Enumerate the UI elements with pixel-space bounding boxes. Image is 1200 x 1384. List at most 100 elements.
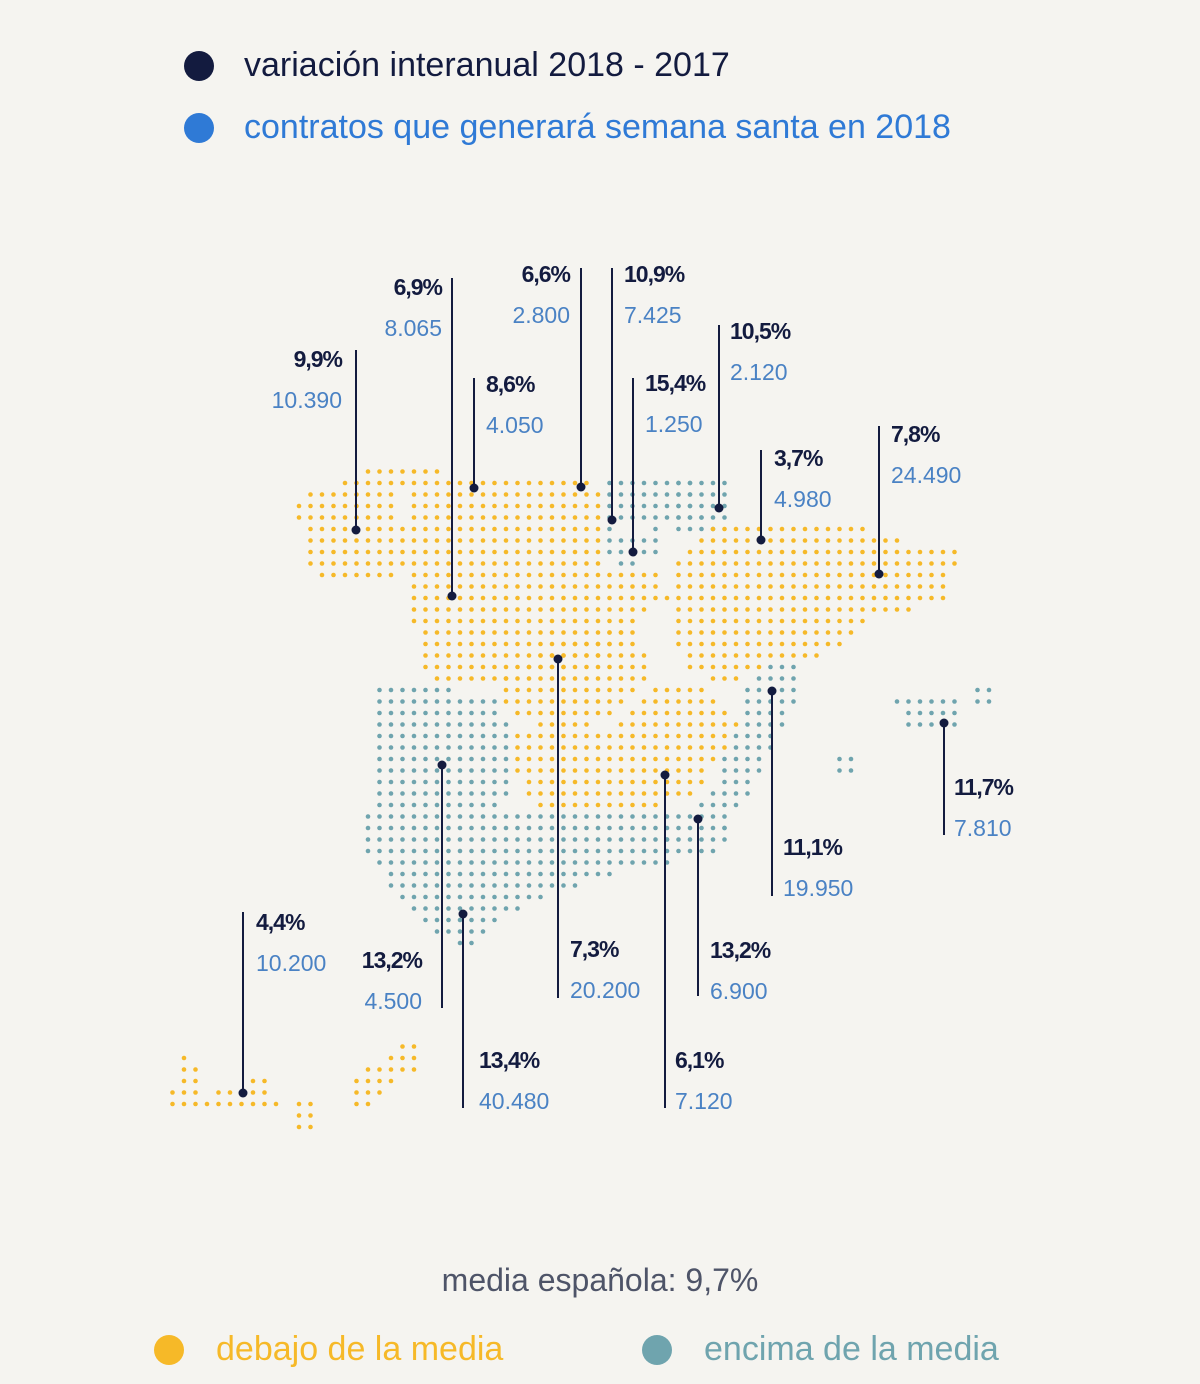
castilla-leon-dot: [526, 630, 532, 635]
andalucia-dot: [538, 848, 543, 854]
castilla-leon-dot: [630, 595, 635, 601]
castilla-leon-dot: [411, 549, 417, 555]
andalucia-dot: [446, 860, 451, 865]
comunidad-valenciana-dot: [722, 779, 727, 785]
murcia-dot: [710, 825, 716, 831]
castilla-leon-variation-label: 6,9%: [394, 274, 443, 300]
aragon-dot: [745, 526, 750, 532]
castilla-la-mancha-dot: [630, 745, 635, 750]
andalucia-dot: [411, 894, 417, 900]
castilla-leon-dot: [641, 595, 647, 601]
andalucia-dot: [480, 906, 486, 911]
andalucia-dot: [492, 906, 497, 911]
castilla-la-mancha-dot: [653, 802, 658, 808]
galicia-dot: [331, 549, 336, 555]
andalucia-dot: [365, 848, 371, 854]
comunidad-valenciana-dot: [722, 768, 727, 773]
galicia-dot: [400, 561, 405, 566]
aragon-dot: [745, 664, 750, 670]
andalucia-dot: [480, 883, 486, 888]
cataluna-dot: [814, 641, 819, 647]
andalucia-dot: [595, 825, 601, 831]
extremadura-dot: [400, 768, 405, 773]
aragon-dot: [779, 653, 785, 658]
castilla-leon-dot: [434, 641, 440, 647]
castilla-leon-dot: [503, 630, 509, 635]
navarra-anchor-dot: [714, 503, 724, 513]
castilla-leon-dot: [607, 595, 612, 601]
extremadura-dot: [469, 768, 474, 773]
andalucia-dot: [549, 883, 555, 888]
murcia-dot: [676, 825, 681, 831]
castilla-la-mancha-dot: [572, 802, 578, 808]
aragon-dot: [745, 607, 750, 612]
cantabria-dot: [572, 492, 578, 497]
navarra-dot: [699, 480, 704, 486]
murcia-variation-label: 13,2%: [710, 937, 771, 963]
madrid-dot: [595, 687, 601, 693]
galicia-dot: [388, 538, 394, 543]
castilla-leon-dot: [411, 572, 417, 578]
andalucia-dot: [377, 837, 382, 842]
aragon-dot: [722, 607, 727, 612]
extremadura-dot: [480, 722, 486, 727]
aragon-dot: [756, 561, 762, 566]
castilla-la-mancha-dot: [687, 791, 693, 796]
aragon-dot: [791, 641, 796, 647]
castilla-la-mancha-dot: [699, 756, 704, 762]
madrid-dot: [584, 710, 589, 716]
comunidad-valenciana-dot: [733, 779, 739, 785]
aragon-dot: [779, 561, 785, 566]
extremadura-dot: [469, 722, 474, 727]
extremadura-dot: [400, 802, 405, 808]
cataluna-dot: [837, 584, 842, 589]
aragon-dot: [768, 641, 773, 647]
region-callouts: 9,9% 10.390 6,9% 8.065 8,6% 4.050 6,6% 2.800 10,…: [238, 261, 1014, 1114]
cataluna-dot: [860, 572, 865, 578]
andalucia-dot: [423, 883, 428, 888]
comunidad-valenciana-dot: [756, 768, 762, 773]
galicia-dot: [377, 549, 382, 555]
andalucia-dot: [584, 860, 589, 865]
castilla-leon-dot: [561, 584, 566, 589]
castilla-leon-dot: [584, 630, 589, 635]
castilla-leon-dot: [457, 630, 463, 635]
canarias-dot: [400, 1067, 405, 1072]
baleares-variation-label: 11,7%: [954, 774, 1013, 800]
galicia-dot: [377, 480, 382, 486]
extremadura-dot: [469, 756, 474, 762]
andalucia-dot: [515, 860, 520, 865]
galicia-dot: [388, 492, 394, 497]
aragon-dot: [791, 572, 796, 578]
cataluna-dot: [848, 572, 854, 578]
castilla-leon-dot: [526, 595, 532, 601]
asturias-dot: [423, 492, 428, 497]
pais-vasco-dot: [664, 480, 670, 486]
cataluna-dot: [871, 607, 877, 612]
madrid-dot: [584, 699, 589, 704]
madrid-dot: [526, 664, 532, 670]
andalucia-dot: [457, 883, 463, 888]
murcia-dot: [687, 814, 693, 819]
madrid-dot: [538, 710, 543, 716]
castilla-la-mancha-dot: [699, 768, 704, 773]
andalucia-dot: [561, 825, 566, 831]
blue-dot-icon: [184, 112, 214, 143]
aragon-variation-label: 3,7%: [774, 445, 823, 471]
castilla-leon-dot: [584, 607, 589, 612]
cataluna-dot: [894, 538, 900, 543]
extremadura-dot: [423, 802, 428, 808]
castilla-la-mancha-dot: [699, 722, 704, 727]
extremadura-dot: [480, 710, 486, 716]
canarias-dot: [170, 1101, 175, 1107]
aragon-dot: [768, 595, 773, 601]
aragon-dot: [676, 561, 681, 566]
la-rioja-dot: [618, 549, 624, 555]
aragon-dot: [733, 538, 739, 543]
aragon-dot: [722, 641, 727, 647]
castilla-la-mancha-dot: [687, 699, 693, 704]
castilla-leon-dot: [480, 676, 486, 681]
canarias-dot: [216, 1101, 221, 1107]
aragon-dot: [699, 653, 704, 658]
castilla-leon-dot: [549, 572, 555, 578]
